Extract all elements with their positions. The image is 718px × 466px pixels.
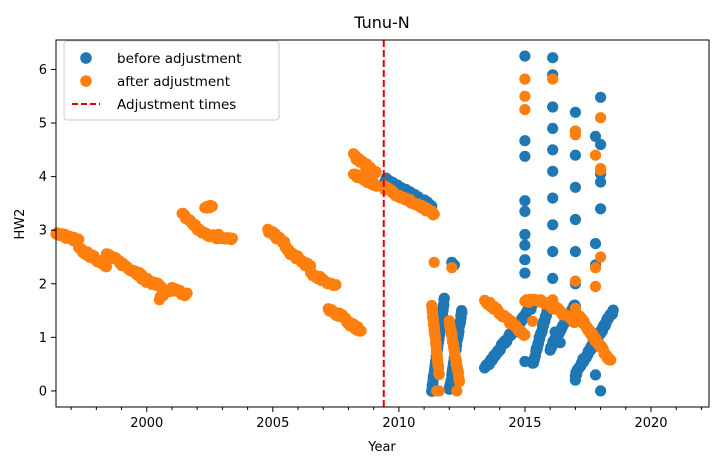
before-adjustment-point (547, 165, 559, 177)
before-adjustment-point (577, 353, 589, 365)
before-adjustment-point (595, 138, 607, 151)
y-tick-label: 1 (39, 331, 47, 346)
after-adjustment-point (453, 376, 465, 388)
after-adjustment-point (370, 166, 382, 178)
x-axis-ticks: 2000 2005 2010 2015 2020 (70, 407, 702, 431)
before-adjustment-point (569, 374, 582, 386)
legend-marker-after (80, 75, 92, 87)
before-adjustment-point (519, 135, 531, 147)
before-adjustment-point (519, 150, 531, 162)
before-adjustment-point (519, 267, 531, 279)
before-adjustment-point (595, 176, 607, 188)
after-adjustment-point (433, 385, 445, 397)
legend-label-after: after adjustment (117, 74, 230, 90)
before-adjustment-point (547, 246, 559, 258)
y-tick-label: 3 (39, 224, 47, 239)
after-adjustment-point (428, 208, 440, 220)
after-adjustment-point (569, 129, 582, 141)
before-adjustment-point (569, 106, 582, 118)
before-adjustment-point (554, 337, 566, 349)
after-adjustment-point (433, 368, 445, 381)
y-tick-label: 5 (39, 117, 47, 132)
before-adjustment-point (589, 369, 602, 381)
legend-box (63, 40, 280, 121)
before-adjustment-point (519, 195, 531, 207)
before-adjustment-point (595, 91, 607, 103)
after-adjustment-point (547, 294, 559, 306)
chart-title: Tunu-N (353, 13, 410, 32)
after-adjustment-point (330, 279, 342, 291)
before-adjustment-point (547, 272, 559, 284)
y-tick-label: 2 (39, 277, 47, 292)
after-adjustment-point (595, 251, 607, 263)
after-adjustment-point (595, 112, 607, 124)
x-tick-label: 2005 (256, 416, 289, 431)
before-adjustment-point (519, 239, 531, 251)
after-adjustment-point (181, 287, 193, 299)
plot-area (50, 40, 619, 407)
before-adjustment-point (569, 246, 582, 258)
after-adjustment-point (446, 262, 458, 274)
before-adjustment-point (547, 101, 559, 113)
x-tick-label: 2020 (634, 416, 667, 431)
after-adjustment-point (605, 354, 617, 366)
before-adjustment-point (519, 228, 531, 241)
y-axis-label: HW2 (13, 209, 28, 240)
after-adjustment-point (595, 164, 607, 176)
legend-label-before: before adjustment (117, 51, 242, 67)
after-adjustment-point (428, 256, 440, 268)
after-adjustment-point (355, 325, 367, 337)
axes-frame (55, 39, 710, 408)
x-tick-label: 2000 (130, 416, 163, 431)
before-adjustment-point (519, 254, 531, 266)
before-adjustment-point (519, 50, 531, 62)
y-axis-ticks: 0 1 2 3 4 5 6 (39, 63, 56, 399)
before-adjustment-point (519, 205, 531, 217)
before-adjustment-point (547, 192, 559, 204)
after-adjustment-point (206, 200, 218, 212)
legend-marker-before (80, 52, 92, 64)
before-adjustment-point (607, 304, 619, 316)
before-adjustment-point (595, 385, 607, 397)
after-adjustment-point (519, 73, 531, 85)
after-adjustment-point (519, 329, 531, 341)
before-adjustment-point (549, 326, 561, 338)
y-tick-label: 0 (39, 384, 47, 399)
before-adjustment-point (547, 52, 559, 64)
after-adjustment-point (589, 149, 602, 161)
y-tick-label: 4 (39, 170, 47, 185)
before-adjustment-point (438, 292, 450, 304)
before-adjustment-point (595, 203, 607, 215)
after-adjustment-point (569, 275, 582, 287)
after-adjustment-point (519, 90, 531, 102)
before-adjustment-point (569, 149, 582, 161)
before-adjustment-point (547, 144, 559, 156)
y-tick-label: 6 (39, 63, 47, 78)
after-adjustment-point (451, 385, 463, 397)
x-tick-label: 2010 (382, 416, 415, 431)
after-adjustment-point (100, 261, 112, 273)
after-adjustment-point (519, 104, 531, 116)
before-adjustment-point (547, 122, 559, 134)
after-adjustment-point (226, 232, 239, 244)
after-adjustment-point (73, 233, 85, 245)
before-adjustment-point (569, 213, 582, 226)
after-adjustment-point (589, 262, 602, 274)
legend-label-adjustment: Adjustment times (117, 97, 236, 113)
after-adjustment-point (589, 280, 602, 293)
before-adjustment-point (589, 238, 602, 250)
series-after-adjustment (50, 73, 617, 397)
before-adjustment-point (589, 130, 602, 142)
before-adjustment-point (456, 306, 468, 319)
before-adjustment-point (547, 219, 559, 231)
legend: before adjustment after adjustment Adjus… (63, 40, 280, 121)
before-adjustment-point (519, 355, 531, 368)
before-adjustment-point (569, 181, 582, 193)
series-before-adjustment (379, 50, 619, 397)
after-adjustment-point (526, 315, 539, 327)
x-axis-label: Year (367, 440, 396, 455)
after-adjustment-point (547, 73, 559, 85)
x-tick-label: 2015 (508, 416, 541, 431)
